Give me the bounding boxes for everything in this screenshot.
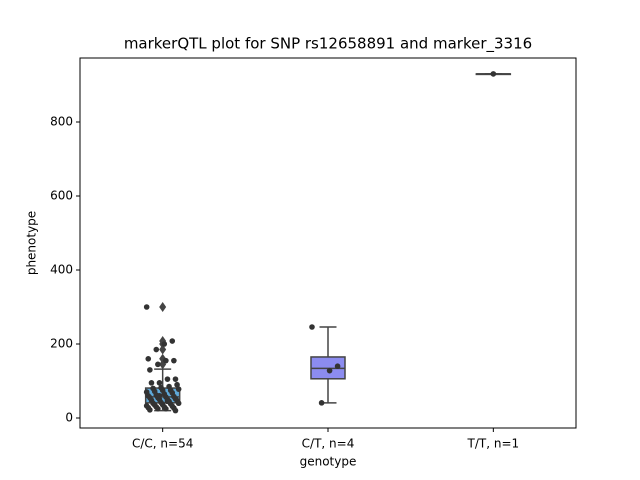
x-tick-label: C/C, n=54: [132, 437, 193, 451]
y-tick-label: 200: [50, 337, 73, 351]
data-point: [326, 367, 333, 374]
y-tick-label: 0: [65, 411, 73, 425]
data-point: [145, 356, 152, 362]
data-point: [153, 346, 160, 353]
flier: [159, 302, 167, 313]
y-tick-label: 800: [50, 115, 73, 129]
x-tick-label: C/T, n=4: [302, 437, 355, 451]
data-point: [155, 361, 161, 368]
data-point: [174, 381, 180, 388]
data-point: [163, 357, 169, 364]
data-point: [490, 71, 497, 77]
data-point: [156, 393, 163, 399]
y-tick-label: 600: [50, 189, 73, 203]
data-point: [147, 407, 153, 413]
data-point: [309, 324, 315, 330]
y-axis-label: phenotype: [25, 211, 39, 275]
data-point: [156, 380, 163, 386]
data-point: [164, 398, 171, 405]
data-point: [171, 357, 177, 364]
data-point: [175, 386, 182, 392]
data-point: [172, 376, 179, 382]
data-point: [169, 338, 176, 344]
data-point: [318, 400, 325, 406]
y-tick-label: 400: [50, 263, 73, 277]
data-point: [172, 407, 179, 414]
x-axis-label: genotype: [300, 455, 357, 469]
data-point: [147, 367, 153, 373]
chart-title: markerQTL plot for SNP rs12658891 and ma…: [124, 35, 532, 54]
data-point: [164, 376, 171, 382]
data-point: [334, 363, 341, 370]
data-point: [175, 400, 182, 407]
data-point: [148, 380, 155, 386]
data-point: [143, 304, 150, 310]
data-point: [163, 405, 169, 412]
x-tick-label: T/T, n=1: [467, 437, 520, 451]
flier: [159, 344, 167, 355]
data-point: [161, 341, 168, 347]
data-point: [155, 405, 161, 412]
